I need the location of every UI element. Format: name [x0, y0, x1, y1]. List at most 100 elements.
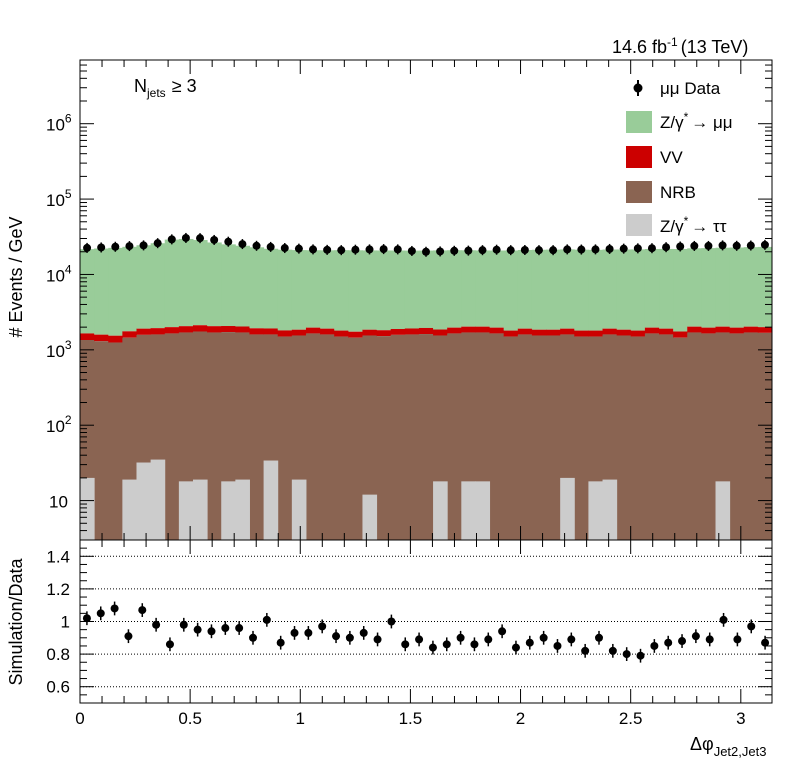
- nrb-bar: [249, 334, 265, 540]
- data-point: [690, 241, 699, 250]
- vv-bar: [291, 329, 307, 336]
- legend: μμ Data Z/γ* → μμ VV NRB Z/γ* → ττ: [626, 79, 733, 236]
- zmm-bar: [503, 250, 519, 331]
- ratio-point: [110, 604, 119, 613]
- y-tick-label: 105: [46, 187, 72, 210]
- nrb-bar: [108, 342, 123, 540]
- ratio-point: [498, 627, 507, 636]
- ztt-bar: [602, 479, 618, 540]
- nrb-bar: [630, 336, 646, 540]
- y-tick-label: 102: [46, 413, 72, 436]
- ztt-bar: [178, 481, 194, 540]
- data-point: [591, 245, 600, 254]
- nrb-bar: [376, 336, 392, 540]
- data-point: [534, 246, 543, 255]
- zmm-bar: [616, 249, 632, 330]
- zmm-bar: [687, 248, 702, 327]
- data-point: [732, 241, 741, 250]
- zmm-bar: [362, 250, 378, 330]
- zmm-bar: [150, 243, 166, 329]
- ztt-bar: [235, 479, 250, 540]
- ratio-point: [193, 625, 202, 634]
- data-point: [393, 245, 402, 254]
- nrb-bar: [729, 333, 745, 540]
- ratio-point: [332, 632, 341, 641]
- zmm-bar: [757, 246, 773, 328]
- vv-bar: [348, 331, 363, 338]
- zmm-bar: [673, 249, 688, 332]
- data-point: [647, 244, 656, 253]
- vv-bar: [616, 329, 632, 336]
- vv-bar: [94, 334, 109, 342]
- zmm-bar: [404, 250, 420, 329]
- vv-bar: [630, 330, 646, 337]
- ratio-y-tick-label: 0.8: [46, 645, 70, 664]
- vv-bar: [305, 327, 321, 334]
- data-point: [549, 246, 558, 255]
- ratio-y-tick-label: 1: [61, 613, 70, 632]
- lumi-exponent: -1: [667, 35, 678, 49]
- ratio-y-tick-label: 1.4: [46, 547, 70, 566]
- zmm-bar: [546, 249, 561, 330]
- legend-vv-label: VV: [660, 148, 683, 167]
- ratio-point: [415, 635, 424, 644]
- ratio-y-tick-label: 0.6: [46, 678, 70, 697]
- ratio-point: [221, 624, 230, 633]
- vv-bar: [362, 329, 378, 336]
- legend-ztt-label: Z/γ* → ττ: [660, 214, 727, 236]
- ratio-point: [581, 646, 590, 655]
- ratio-point: [539, 633, 548, 642]
- data-point: [139, 241, 148, 250]
- vv-bar: [80, 333, 95, 341]
- vv-bar: [531, 329, 547, 336]
- nrb-bar: [546, 335, 561, 540]
- ratio-point: [138, 606, 147, 615]
- vv-bar: [136, 328, 152, 335]
- ratio-point: [152, 620, 161, 629]
- main-plot-axes: 10 102 103 104 105 106: [46, 59, 773, 541]
- nrb-bar: [644, 333, 660, 540]
- luminosity-label: 14.6 fb-1 (13 TeV): [612, 35, 748, 57]
- vv-bar: [390, 328, 406, 335]
- stacked-histograms: [80, 238, 773, 540]
- x-axis-title: ΔφJet2,Jet3: [690, 734, 766, 759]
- data-point: [492, 245, 501, 254]
- nrb-bar: [743, 332, 759, 540]
- vv-bar: [320, 328, 335, 335]
- main-plot-panel: 10 102 103 104 105 106: [46, 59, 773, 541]
- ztt-bar: [433, 481, 448, 540]
- zmm-bar: [348, 250, 363, 332]
- data-points: [83, 232, 769, 257]
- ztt-bar: [362, 494, 378, 540]
- zmm-bar: [277, 249, 293, 331]
- data-point: [337, 246, 346, 255]
- vv-bar: [503, 330, 519, 337]
- ratio-point: [262, 615, 271, 624]
- ratio-point: [359, 628, 368, 637]
- ratio-axes: 0.6 0.8 1 1.2 1.4 0 0.5 1 1.5 2 2.5 3: [46, 539, 773, 728]
- vv-bar: [461, 326, 476, 333]
- zmm-bar: [192, 240, 208, 326]
- ztt-bar: [560, 477, 575, 540]
- ratio-point: [124, 632, 133, 641]
- vv-bar: [277, 330, 293, 337]
- data-point: [506, 246, 515, 255]
- ztt-bar: [122, 479, 137, 540]
- nrb-bar: [687, 332, 702, 540]
- nrb-bar: [334, 336, 349, 540]
- nrb-bar: [404, 334, 420, 540]
- data-point: [280, 244, 289, 253]
- zmm-bar: [517, 249, 533, 329]
- ratio-point: [290, 628, 299, 637]
- vv-bar: [489, 327, 505, 334]
- legend-zmm-swatch: [626, 111, 652, 133]
- ratio-point: [705, 635, 714, 644]
- vv-bar: [164, 327, 180, 334]
- lumi-energy: (13 TeV): [681, 37, 749, 57]
- data-point: [167, 235, 176, 244]
- vv-bar: [602, 328, 618, 335]
- zmm-bar: [249, 247, 265, 329]
- vv-bar: [122, 331, 137, 338]
- ratio-point: [553, 641, 562, 650]
